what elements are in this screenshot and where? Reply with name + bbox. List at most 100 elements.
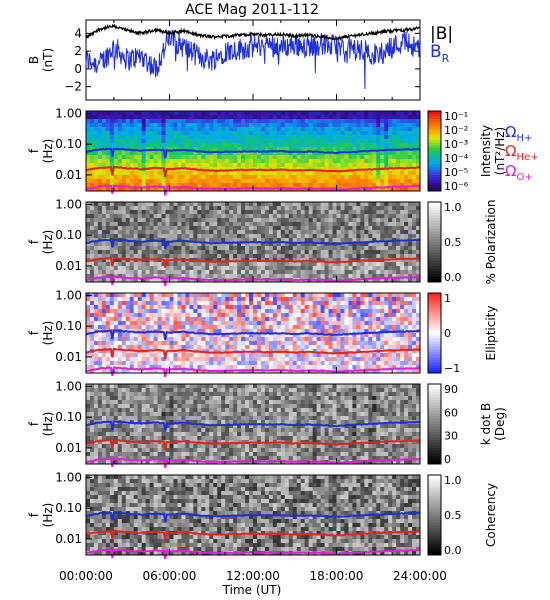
heatmap-cell [217, 210, 222, 215]
heatmap-cell [412, 226, 417, 231]
heatmap-cell [161, 155, 166, 160]
heatmap-cell [101, 345, 107, 350]
heatmap-cell [300, 313, 306, 318]
heatmap-cell [392, 242, 397, 247]
heatmap-cell [181, 179, 186, 184]
heatmap-cell [165, 365, 170, 370]
heatmap-cell [129, 131, 135, 136]
heatmap-cell [288, 210, 294, 215]
heatmap-cell [117, 175, 123, 180]
heatmap-cell [264, 353, 270, 358]
heatmap-cell [384, 246, 389, 251]
heatmap-cell [169, 214, 174, 219]
heatmap-cell [193, 187, 198, 192]
heatmap-cell [209, 365, 214, 370]
heatmap-cell [177, 218, 182, 223]
heatmap-cell [205, 305, 210, 310]
heatmap-cell [86, 179, 91, 184]
heatmap-cell [316, 246, 321, 251]
heatmap-cell [253, 151, 258, 156]
heatmap-cell [316, 171, 321, 176]
heatmap-cell [340, 329, 345, 334]
heatmap-cell [276, 333, 282, 338]
heatmap-cell [225, 313, 230, 318]
heatmap-cell [320, 131, 325, 136]
heatmap-cell [149, 131, 154, 136]
heatmap-cell [268, 353, 274, 358]
heatmap-cell [161, 115, 166, 120]
heatmap-cell [356, 206, 361, 211]
heatmap-cell [189, 159, 194, 164]
heatmap-cell [93, 246, 99, 251]
heatmap-cell [117, 278, 123, 283]
colorbar-cell [428, 212, 441, 216]
heatmap-cell [324, 258, 329, 263]
heatmap-cell [256, 155, 262, 160]
heatmap-cell [368, 369, 373, 374]
heatmap-cell [336, 226, 341, 231]
heatmap-cell [205, 155, 210, 160]
heatmap-cell [213, 179, 218, 184]
heatmap-cell [117, 246, 123, 251]
heatmap-cell [336, 167, 341, 172]
heatmap-cell [416, 187, 421, 192]
heatmap-cell [260, 341, 266, 346]
heatmap-cell [225, 365, 230, 370]
heatmap-cell [316, 337, 321, 342]
heatmap-cell [380, 131, 385, 136]
heatmap-cell [97, 155, 103, 160]
heatmap-cell [181, 175, 186, 180]
heatmap-cell [161, 301, 166, 306]
heatmap-cell [185, 127, 190, 132]
heatmap-cell [348, 131, 353, 136]
heatmap-cell [356, 222, 361, 227]
heatmap-cell [364, 210, 369, 215]
heatmap-cell [280, 143, 286, 148]
heatmap-cell [185, 202, 190, 207]
heatmap-cell [137, 135, 143, 140]
heatmap-cell [396, 222, 401, 227]
heatmap-cell [161, 159, 166, 164]
heatmap-cell [181, 127, 186, 132]
colorbar-cell [428, 218, 441, 222]
heatmap-cell [292, 147, 298, 152]
heatmap-cell [197, 214, 202, 219]
heatmap-cell [388, 262, 393, 267]
heatmap-cell [268, 135, 274, 140]
heatmap-cell [153, 258, 158, 263]
heatmap-cell [288, 309, 294, 314]
heatmap-cell [125, 187, 131, 192]
heatmap-cell [205, 293, 210, 298]
heatmap-cell [304, 246, 310, 251]
heatmap-cell [376, 187, 381, 192]
heatmap-cell [288, 341, 294, 346]
heatmap-cell [253, 226, 258, 231]
heatmap-cell [149, 250, 154, 255]
heatmap-cell [280, 325, 286, 330]
heatmap-cell [364, 147, 369, 152]
heatmap-cell [284, 151, 290, 156]
heatmap-cell [336, 238, 341, 243]
heatmap-cell [86, 297, 91, 302]
heatmap-cell [153, 313, 158, 318]
heatmap-cell [392, 266, 397, 271]
heatmap-cell [380, 234, 385, 239]
heatmap-cell [344, 143, 349, 148]
heatmap-cell [169, 345, 174, 350]
heatmap-cell [201, 175, 206, 180]
heatmap-cell [133, 230, 139, 235]
heatmap-cell [109, 135, 115, 140]
heatmap-cell [225, 143, 230, 148]
heatmap-cell [193, 262, 198, 267]
heatmap-cell [356, 163, 361, 168]
heatmap-cell [225, 333, 230, 338]
heatmap-cell [264, 238, 270, 243]
heatmap-cell [368, 242, 373, 247]
heatmap-cell [101, 230, 107, 235]
heatmap-cell [245, 143, 250, 148]
heatmap-cell [284, 321, 290, 326]
heatmap-cell [264, 111, 270, 116]
heatmap-cell [264, 234, 270, 239]
heatmap-cell [292, 143, 298, 148]
heatmap-cell [169, 119, 174, 124]
